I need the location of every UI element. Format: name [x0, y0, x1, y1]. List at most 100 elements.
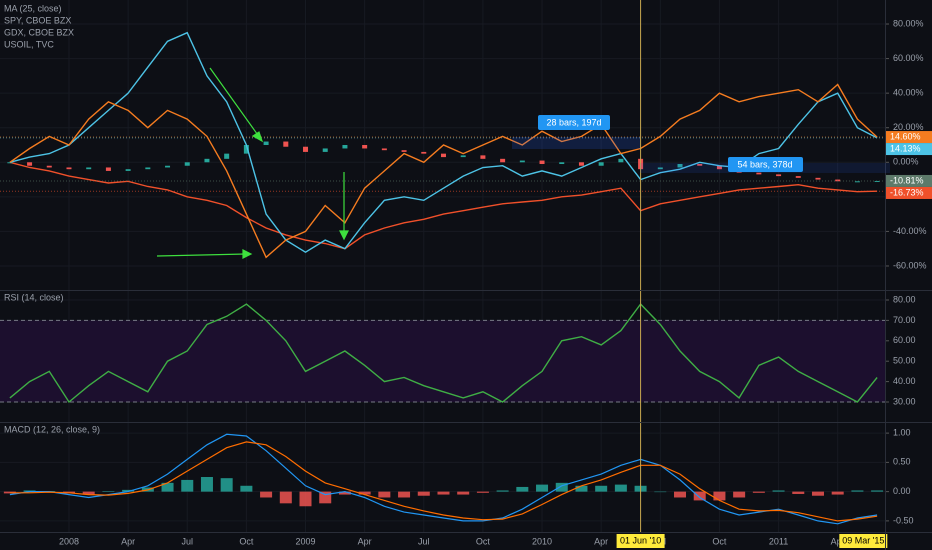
- last-value-label: 14.13%: [890, 143, 921, 153]
- histogram-bar: [516, 486, 529, 492]
- x-tick-label: Apr: [831, 536, 845, 546]
- histogram-bar: [693, 491, 706, 501]
- crosshair-label: 09 Mar '15: [842, 535, 884, 545]
- candle: [381, 148, 387, 151]
- candle: [204, 158, 210, 163]
- series-line: [9, 303, 878, 404]
- last-value-box: [886, 131, 932, 144]
- measure-range: [512, 137, 640, 149]
- last-value-label: -10.81%: [890, 175, 924, 185]
- histogram-bar: [82, 491, 95, 495]
- y-tick-label: 50.00: [893, 356, 916, 366]
- candle: [598, 162, 604, 166]
- candle: [224, 153, 230, 159]
- histogram-bar: [358, 491, 371, 495]
- x-tick-label: Oct: [712, 536, 727, 546]
- candle: [145, 167, 151, 170]
- x-tick-label: Jul: [181, 536, 193, 546]
- candle: [283, 141, 289, 147]
- candle: [657, 167, 663, 170]
- candle: [539, 160, 545, 165]
- measure-label: 54 bars, 378d: [737, 159, 792, 169]
- candle: [815, 177, 821, 180]
- candle: [342, 145, 348, 149]
- x-tick-label: 2010: [532, 536, 552, 546]
- histogram-bar: [398, 491, 411, 498]
- candle: [125, 169, 131, 171]
- candle: [243, 145, 249, 154]
- histogram-bar: [3, 491, 16, 494]
- rsi-band: [0, 320, 885, 403]
- candle: [46, 165, 52, 168]
- histogram-bar: [496, 490, 509, 492]
- candle: [421, 151, 427, 154]
- y-tick-label: 40.00: [893, 376, 916, 386]
- series-line: [9, 441, 878, 522]
- histogram-bar: [713, 491, 726, 501]
- x-tick-label: 2011: [769, 536, 788, 546]
- histogram-bar: [437, 491, 450, 495]
- histogram-bar: [102, 491, 115, 492]
- histogram-bar: [279, 491, 292, 504]
- histogram-bar: [299, 491, 312, 507]
- last-value-box: [886, 186, 932, 199]
- x-tick-label: Oct: [239, 536, 254, 546]
- histogram-bar: [476, 491, 489, 493]
- candle: [874, 180, 880, 182]
- series-line: [9, 83, 878, 259]
- crosshair-label-box: [839, 534, 888, 548]
- candle: [27, 162, 33, 166]
- last-value-box: [886, 143, 932, 156]
- y-tick-label: 0.00: [893, 486, 911, 496]
- candle: [677, 164, 683, 168]
- legend-entry: USOIL, TVC: [4, 39, 54, 49]
- measure-label: 28 bars, 197d: [546, 117, 601, 127]
- histogram-bar: [319, 491, 332, 504]
- legend-entry: GDX, CBOE BZX: [4, 27, 74, 37]
- arrow-head: [242, 249, 253, 259]
- x-tick-label: Apr: [594, 536, 608, 546]
- candle: [105, 167, 111, 171]
- histogram-bar: [240, 485, 253, 492]
- histogram-bar: [417, 491, 430, 496]
- candle: [756, 172, 762, 175]
- y-tick-label: 0.00%: [893, 157, 919, 167]
- candle: [165, 165, 171, 168]
- histogram-bar: [811, 491, 824, 496]
- histogram-bar: [871, 490, 884, 492]
- histogram-bar: [536, 484, 549, 492]
- x-tick-label: Apr: [121, 536, 135, 546]
- candle: [519, 160, 525, 163]
- candle: [480, 155, 486, 159]
- candle: [500, 158, 506, 163]
- y-tick-label: 0.50: [893, 457, 911, 467]
- y-tick-label: 30.00: [893, 396, 916, 406]
- candle: [7, 162, 13, 164]
- histogram-bar: [122, 489, 135, 492]
- histogram-bar: [654, 491, 667, 493]
- last-value-box: [886, 174, 932, 187]
- y-tick-label: 80.00%: [893, 18, 924, 28]
- candle: [66, 167, 72, 170]
- y-tick-label: -60.00%: [893, 260, 927, 270]
- last-value-label: 14.60%: [890, 131, 921, 141]
- y-tick-label: 40.00%: [893, 88, 924, 98]
- histogram-bar: [674, 491, 687, 498]
- x-tick-label: Oct: [476, 536, 491, 546]
- crosshair-label: 01 Jun '10: [620, 535, 661, 545]
- histogram-bar: [851, 490, 864, 492]
- crosshair-label-box: [616, 534, 665, 548]
- candle: [440, 153, 446, 158]
- histogram-bar: [772, 490, 785, 492]
- histogram-bar: [595, 485, 608, 492]
- histogram-bar: [181, 479, 194, 492]
- arrow: [156, 253, 247, 257]
- candle: [86, 167, 92, 170]
- histogram-bar: [338, 491, 351, 495]
- histogram-bar: [733, 491, 746, 498]
- histogram-bar: [200, 477, 213, 492]
- arrow: [209, 67, 261, 139]
